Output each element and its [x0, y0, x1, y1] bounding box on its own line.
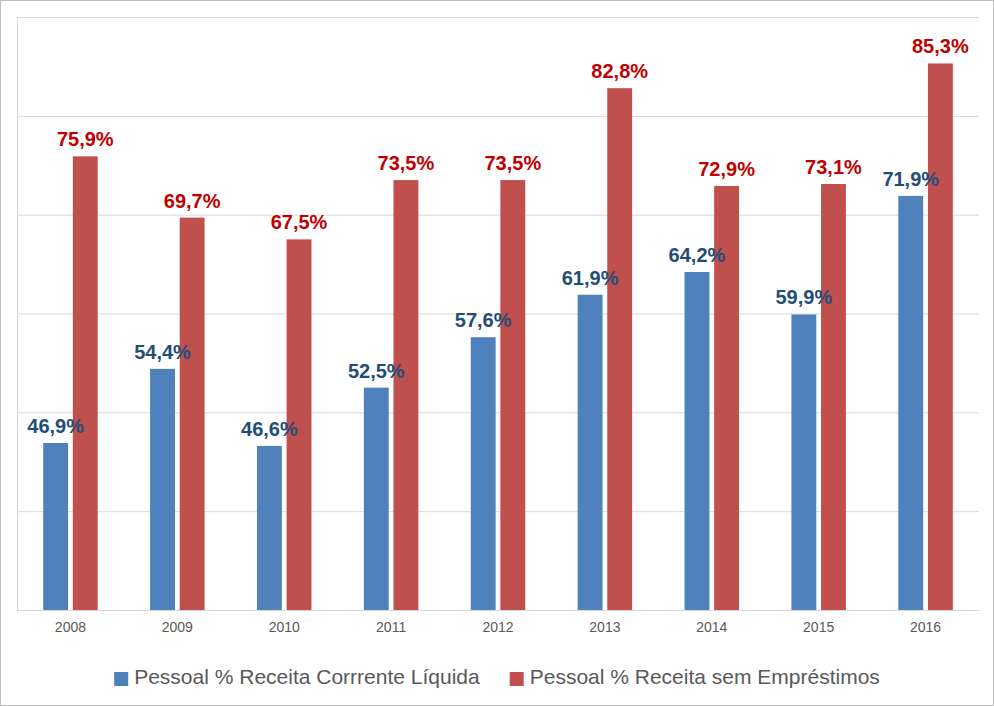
- x-tick: 2015: [803, 610, 834, 635]
- x-tick: 2010: [269, 610, 300, 635]
- data-label: 64,2%: [669, 244, 726, 266]
- x-axis-line: [18, 610, 980, 611]
- y-tick: [17, 17, 979, 18]
- x-tick-label: 2015: [803, 619, 834, 635]
- bar: [898, 196, 923, 610]
- y-tick: [17, 116, 979, 117]
- data-label: 54,4%: [134, 341, 191, 363]
- bar: [500, 180, 525, 610]
- x-tick: 2012: [482, 610, 513, 635]
- x-tick-label: 2014: [696, 619, 727, 635]
- data-labels: 46,9% 54,4% 46,6% 52,5% 57,6% 61,9% 64,2% 59,9%…: [27, 35, 969, 439]
- x-tick-label: 2009: [162, 619, 193, 635]
- bar: [685, 272, 710, 610]
- bar: [43, 443, 68, 610]
- chart: 2008 2009 2010 2011 2012 2013 2014 2015 2016 46,9…: [0, 0, 994, 706]
- data-label: 71,9%: [882, 168, 939, 190]
- bar: [393, 180, 418, 610]
- legend-item: Pessoal % Receita sem Empréstimos: [510, 665, 880, 688]
- y-axis-line: [18, 18, 980, 611]
- bars: [43, 63, 953, 610]
- x-tick: 2013: [589, 610, 620, 635]
- y-tick: [17, 610, 979, 611]
- bar: [364, 388, 389, 610]
- x-tick: 2016: [910, 610, 941, 635]
- bar: [791, 314, 816, 610]
- data-label: 82,8%: [591, 60, 648, 82]
- grid-line: [17, 610, 979, 611]
- x-tick-label: 2011: [376, 619, 406, 635]
- bar: [821, 184, 846, 610]
- x-tick-label: 2016: [910, 619, 941, 635]
- data-label: 72,9%: [698, 158, 755, 180]
- x-tick-label: 2013: [589, 619, 620, 635]
- x-tick: 2014: [696, 610, 727, 635]
- data-label: 61,9%: [562, 267, 619, 289]
- data-label: 57,6%: [455, 309, 512, 331]
- bar: [607, 88, 632, 610]
- data-label: 46,9%: [27, 415, 84, 437]
- x-tick-label: 2012: [482, 619, 513, 635]
- data-label: 52,5%: [348, 360, 405, 382]
- x-tick-label: 2008: [55, 619, 86, 635]
- bar: [73, 156, 98, 610]
- data-label: 73,5%: [378, 152, 435, 174]
- grid-line: [17, 17, 979, 18]
- x-tick: 2008: [55, 610, 86, 635]
- data-label: 85,3%: [912, 35, 969, 57]
- bar: [150, 369, 175, 610]
- x-tick-label: 2010: [269, 619, 300, 635]
- legend: Pessoal % Receita Corrrente Líquida Pesso…: [114, 665, 880, 688]
- bar: [471, 337, 496, 610]
- bar: [928, 63, 953, 610]
- legend-swatch: [114, 672, 128, 686]
- y-axis: [17, 18, 979, 611]
- plot: 2008 2009 2010 2011 2012 2013 2014 2015 2016 46,9…: [17, 18, 980, 635]
- legend-swatch: [510, 672, 524, 686]
- x-tick: 2011: [376, 610, 406, 635]
- x-axis: 2008 2009 2010 2011 2012 2013 2014 2015 2016: [18, 610, 980, 635]
- data-label: 75,9%: [57, 128, 114, 150]
- data-label: 69,7%: [164, 190, 221, 212]
- bar: [180, 218, 205, 610]
- grid-line: [17, 116, 979, 117]
- bar: [257, 446, 282, 610]
- legend-label: Pessoal % Receita Corrrente Líquida: [134, 665, 480, 688]
- x-tick: 2009: [162, 610, 193, 635]
- frame: [1, 1, 994, 706]
- legend-item: Pessoal % Receita Corrrente Líquida: [114, 665, 480, 688]
- data-label: 73,1%: [805, 156, 862, 178]
- data-label: 46,6%: [241, 418, 298, 440]
- data-label: 59,9%: [775, 286, 832, 308]
- data-label: 67,5%: [271, 211, 328, 233]
- bar: [578, 295, 603, 610]
- data-label: 73,5%: [484, 152, 541, 174]
- legend-label: Pessoal % Receita sem Empréstimos: [530, 665, 880, 688]
